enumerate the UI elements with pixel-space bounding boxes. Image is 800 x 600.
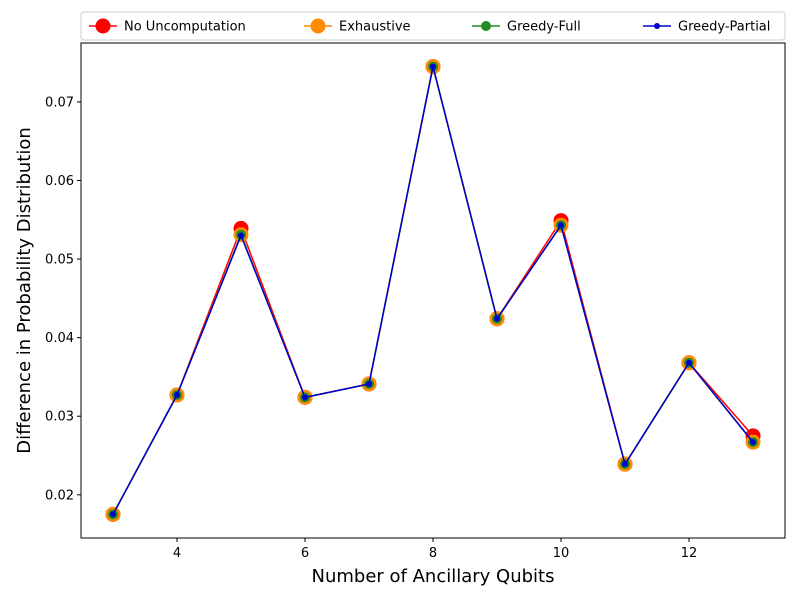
data-point [238,232,244,239]
series-line [112,66,754,515]
legend-entry: No Uncomputation [89,18,246,35]
series-greedy-partial [110,63,756,518]
x-axis-title: Number of Ancillary Qubits [312,566,555,587]
x-tick-label: 8 [429,546,437,561]
x-axis-ticks: 4 6 8 10 12 [173,538,697,561]
series-exhaustive [105,59,761,522]
series-line [112,66,754,515]
legend-entry: Greedy-Full [472,20,581,35]
data-point [686,359,692,366]
plot-layer [105,59,761,522]
legend-marker [95,18,111,34]
legend-label: Greedy-Partial [678,20,770,35]
legend-label: No Uncomputation [124,20,246,35]
x-tick-label: 4 [173,546,181,561]
data-point [430,63,436,70]
y-tick-label: 0.07 [45,95,74,110]
series-greedy-full [108,61,758,520]
data-point [110,511,116,518]
legend-label: Exhaustive [339,20,411,35]
legend-frame [80,11,786,41]
y-axis-title: Difference in Probability Distribution [14,127,35,454]
data-point [494,315,500,322]
legend-entry: Exhaustive [304,18,411,35]
data-point [558,222,564,229]
plot-frame [80,42,786,539]
data-point [750,439,756,446]
y-tick-label: 0.05 [45,253,74,268]
data-point [366,381,372,387]
legend-entry: Greedy-Partial [643,20,770,35]
data-point [622,461,628,468]
y-axis-ticks: 0.02 0.03 0.04 0.05 0.06 0.07 [45,95,81,503]
data-point [174,392,180,398]
series-line [112,66,754,515]
x-tick-label: 10 [553,546,570,561]
legend-label: Greedy-Full [507,20,581,35]
y-tick-label: 0.03 [45,410,74,425]
legend-marker [654,23,660,29]
axes-layer: 4 6 8 10 12 0.02 0.03 0.04 0.05 0.06 0.07 Number … [14,42,786,587]
y-tick-label: 0.06 [45,174,74,189]
data-point [302,394,308,401]
x-tick-label: 6 [301,546,309,561]
y-tick-label: 0.04 [45,331,74,346]
y-tick-label: 0.02 [45,488,74,503]
series-no-uncomputation [105,59,761,522]
legend: No Uncomputation Exhaustive Greedy-Full Gre… [80,11,786,41]
legend-marker [310,18,326,34]
legend-marker [481,21,491,31]
x-tick-label: 12 [681,546,698,561]
series-line [112,66,754,515]
